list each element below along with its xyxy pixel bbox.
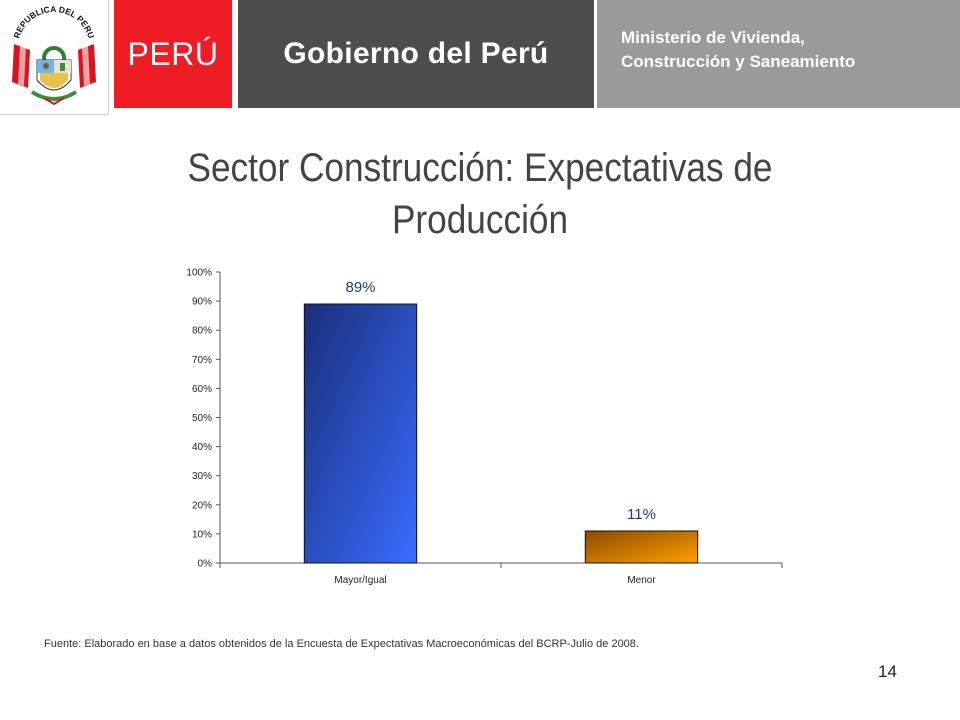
- slide-title: Sector Construcción: Expectativas de Pro…: [58, 142, 903, 246]
- coat-of-arms-logo: REPUBLICA DEL PERU: [0, 0, 109, 115]
- slide-title-line-2: Producción: [391, 198, 569, 242]
- source-note: Fuente: Elaborado en base a datos obteni…: [44, 638, 639, 650]
- ministerio-line-2: Construcción y Saneamiento: [621, 52, 856, 71]
- y-tick-label: 30%: [192, 471, 212, 482]
- y-tick-label: 10%: [192, 529, 212, 540]
- y-tick-label: 80%: [192, 326, 212, 337]
- y-tick-label: 0%: [198, 559, 213, 570]
- data-label: 11%: [627, 506, 656, 523]
- peru-label: PERÚ: [127, 35, 219, 72]
- x-tick-label: Mayor/Igual: [334, 575, 386, 586]
- header-banner: REPUBLICA DEL PERU PERÚ Gobierno del Per…: [0, 0, 960, 115]
- ministerio-block: Ministerio de Vivienda, Construcción y S…: [597, 0, 960, 108]
- y-tick-label: 70%: [192, 355, 212, 366]
- bar-mayor-igual: [303, 303, 418, 564]
- page-number: 14: [878, 662, 897, 681]
- y-tick-label: 40%: [192, 442, 212, 453]
- ministerio-line-1: Ministerio de Vivienda,: [621, 28, 805, 47]
- y-tick-label: 60%: [192, 384, 212, 395]
- x-tick-label: Menor: [627, 575, 656, 586]
- gobierno-brand-block: Gobierno del Perú: [238, 0, 594, 108]
- gobierno-label: Gobierno del Perú: [283, 37, 549, 70]
- bar-menor: [584, 530, 699, 564]
- y-tick-label: 90%: [192, 297, 212, 308]
- slide-title-line-1: Sector Construcción: Expectativas de: [187, 146, 773, 190]
- data-label: 89%: [345, 279, 375, 296]
- peru-brand-block: PERÚ: [114, 0, 232, 108]
- y-tick-label: 100%: [186, 268, 212, 279]
- bar-chart: 0% 10% 20% 30% 40% 50% 60% 70% 80% 90% 100% 89% May…: [186, 268, 783, 586]
- y-tick-label: 50%: [192, 413, 212, 424]
- y-tick-label: 20%: [192, 500, 212, 511]
